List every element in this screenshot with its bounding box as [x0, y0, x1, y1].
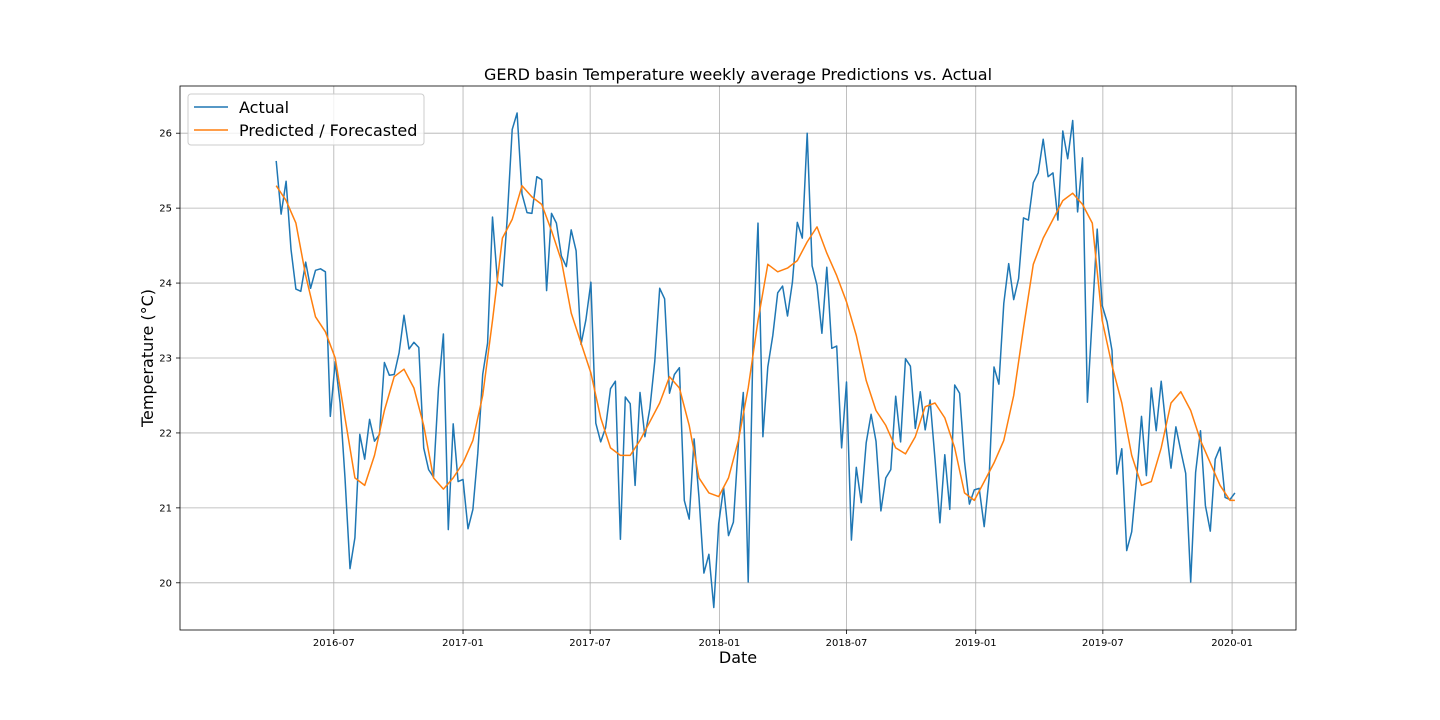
- y-tick-label: 21: [159, 503, 172, 514]
- legend-box: [187, 93, 425, 146]
- y-tick-label: 26: [159, 129, 172, 140]
- x-tick-label: 2019-01: [955, 638, 997, 649]
- y-tick-label: 24: [159, 279, 172, 290]
- x-tick-label: 2019-07: [1082, 638, 1124, 649]
- x-gridlines: [333, 86, 1233, 630]
- y-tick-label: 20: [159, 578, 172, 589]
- series-layer: [275, 112, 1236, 609]
- legend-label-actual: Actual: [239, 98, 289, 117]
- y-tick-label: 22: [159, 428, 172, 439]
- x-tick-label: 2018-01: [698, 638, 740, 649]
- y-axis-label: Temperature (°C): [138, 289, 157, 428]
- x-axis-label: Date: [719, 648, 757, 667]
- legend: Actual Predicted / Forecasted: [187, 93, 425, 146]
- x-tick-label: 2020-01: [1211, 638, 1253, 649]
- y-axis-ticks: 20 21 22 23 24 25 26: [159, 129, 180, 589]
- legend-label-predicted: Predicted / Forecasted: [239, 121, 417, 140]
- y-tick-label: 23: [159, 354, 172, 365]
- series-line-predicted: [275, 184, 1235, 502]
- x-tick-label: 2017-01: [442, 638, 484, 649]
- x-axis-ticks: 2016-07 2017-01 2017-07 2018-01 2018-07 2019-…: [313, 630, 1253, 649]
- x-tick-label: 2016-07: [313, 638, 355, 649]
- x-tick-label: 2017-07: [569, 638, 611, 649]
- y-tick-label: 25: [159, 204, 172, 215]
- series-line-actual: [275, 112, 1236, 609]
- x-tick-label: 2018-07: [826, 638, 868, 649]
- chart-title: GERD basin Temperature weekly average Pr…: [484, 65, 992, 84]
